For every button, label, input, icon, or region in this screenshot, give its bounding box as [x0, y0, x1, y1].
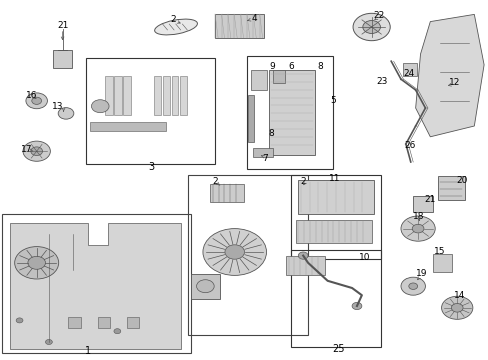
Circle shape: [15, 247, 59, 279]
Text: 16: 16: [26, 91, 38, 100]
Text: 7: 7: [262, 154, 268, 163]
Text: 21: 21: [424, 195, 435, 204]
Text: 19: 19: [415, 269, 427, 278]
Circle shape: [45, 339, 52, 345]
Circle shape: [441, 296, 472, 319]
Text: 1: 1: [85, 346, 91, 356]
Bar: [154, 76, 161, 115]
Bar: [253, 148, 272, 157]
Circle shape: [298, 252, 307, 259]
Circle shape: [23, 141, 50, 161]
Text: 23: 23: [376, 77, 387, 86]
Polygon shape: [10, 223, 181, 349]
Bar: [246, 56, 332, 169]
Circle shape: [203, 229, 266, 275]
Text: 22: 22: [373, 11, 385, 20]
Text: 11: 11: [328, 174, 340, 183]
Text: 2: 2: [212, 177, 218, 186]
Circle shape: [352, 13, 389, 41]
Bar: [171, 76, 178, 115]
Text: 13: 13: [52, 102, 63, 111]
Circle shape: [351, 302, 361, 310]
Text: 25: 25: [331, 344, 344, 354]
Bar: [437, 176, 464, 200]
Circle shape: [32, 97, 41, 104]
Text: 5: 5: [330, 96, 336, 105]
Text: 15: 15: [433, 248, 445, 256]
Text: 18: 18: [412, 212, 424, 220]
Bar: [290, 175, 381, 259]
Bar: [403, 63, 416, 76]
Text: 12: 12: [448, 78, 460, 87]
Text: 21: 21: [57, 21, 68, 30]
Circle shape: [400, 216, 434, 241]
Circle shape: [408, 283, 417, 289]
Text: 9: 9: [268, 62, 274, 71]
Bar: [68, 317, 81, 328]
Text: 10: 10: [358, 253, 369, 262]
Bar: [105, 76, 113, 115]
Bar: [127, 317, 139, 328]
Circle shape: [91, 100, 109, 113]
Text: 8: 8: [317, 62, 323, 71]
Text: 8: 8: [267, 129, 273, 138]
Bar: [298, 180, 373, 214]
Bar: [432, 254, 451, 272]
Circle shape: [400, 277, 425, 295]
Polygon shape: [415, 14, 483, 137]
Bar: [190, 274, 220, 299]
Bar: [295, 220, 371, 243]
Text: 20: 20: [455, 176, 467, 185]
Bar: [285, 256, 325, 275]
Circle shape: [224, 245, 244, 259]
Bar: [188, 175, 307, 335]
Circle shape: [411, 224, 423, 233]
Bar: [412, 196, 432, 212]
Bar: [250, 70, 266, 90]
Text: 2: 2: [300, 177, 305, 186]
Text: 26: 26: [403, 141, 415, 150]
Circle shape: [28, 256, 45, 269]
Circle shape: [114, 329, 121, 334]
Bar: [53, 50, 72, 68]
Bar: [163, 76, 169, 115]
Text: 24: 24: [402, 69, 414, 78]
Bar: [114, 76, 122, 115]
Text: 14: 14: [453, 291, 465, 300]
Circle shape: [16, 318, 23, 323]
Bar: [248, 95, 254, 142]
Bar: [98, 317, 110, 328]
Ellipse shape: [154, 19, 197, 35]
Bar: [210, 184, 244, 202]
Bar: [268, 70, 315, 155]
Bar: [85, 58, 215, 164]
Bar: [215, 14, 264, 38]
Circle shape: [31, 147, 42, 156]
Circle shape: [26, 93, 47, 109]
Bar: [2, 214, 190, 353]
Text: 2: 2: [170, 15, 176, 24]
Circle shape: [450, 303, 462, 312]
Text: 3: 3: [148, 162, 154, 172]
Circle shape: [58, 108, 74, 119]
Circle shape: [196, 280, 214, 293]
Text: 6: 6: [288, 62, 294, 71]
Bar: [290, 250, 381, 347]
Bar: [272, 70, 285, 83]
Text: 17: 17: [21, 145, 33, 154]
Bar: [122, 76, 130, 115]
Circle shape: [362, 21, 380, 33]
Bar: [90, 122, 166, 131]
Bar: [180, 76, 187, 115]
Text: 4: 4: [251, 14, 257, 23]
